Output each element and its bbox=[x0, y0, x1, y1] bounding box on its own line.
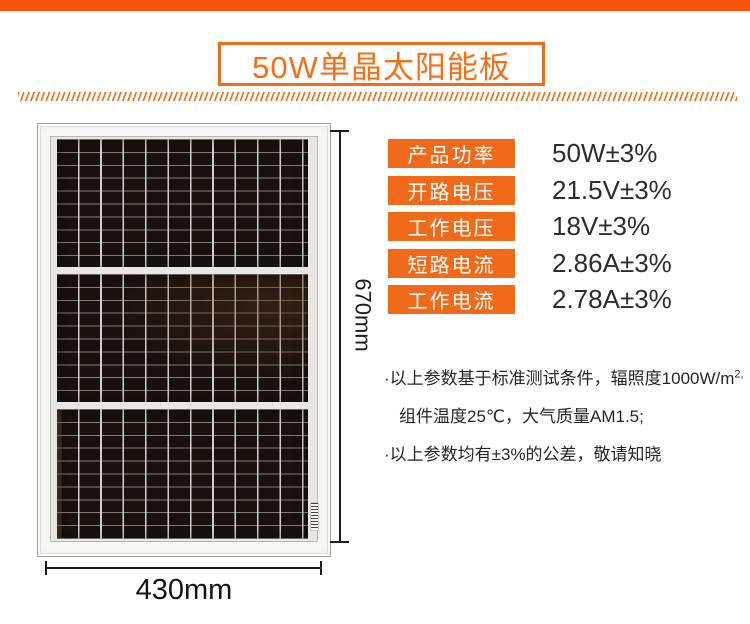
note-line-2: 组件温度25℃，大气质量AM1.5; bbox=[399, 407, 644, 426]
hatch-divider bbox=[18, 92, 737, 101]
spec-row: 产品功率 50W±3% bbox=[388, 138, 745, 168]
page-title: 50W单晶太阳能板 bbox=[252, 49, 511, 85]
spec-row: 短路电流 2.86A±3% bbox=[388, 247, 745, 278]
width-dimension-right-tick bbox=[320, 561, 322, 575]
spec-value: 18V±3% bbox=[552, 211, 651, 241]
spec-label: 开路电压 bbox=[388, 175, 515, 205]
width-dimension-line bbox=[45, 567, 322, 569]
footnotes: ·以上参数基于标准测试条件，辐照度1000W/m2, 组件温度25℃，大气质量A… bbox=[384, 360, 750, 474]
top-accent-bar bbox=[0, 0, 750, 11]
height-dimension-bottom-tick bbox=[330, 541, 349, 543]
height-dimension-top-tick bbox=[330, 130, 349, 132]
solar-cell-section bbox=[57, 274, 308, 402]
spec-row: 工作电流 2.78A±3% bbox=[388, 284, 745, 314]
solar-cell-section bbox=[57, 139, 308, 267]
barcode-sticker bbox=[310, 502, 319, 531]
note-line-1-superscript: 2, bbox=[734, 368, 744, 381]
solar-panel-glass bbox=[50, 136, 318, 542]
height-dimension-line bbox=[339, 131, 341, 543]
note-line-1-text: ·以上参数基于标准测试条件，辐照度1000W/m bbox=[384, 369, 735, 388]
spec-label: 工作电流 bbox=[388, 285, 515, 314]
spec-label: 产品功率 bbox=[388, 139, 515, 168]
spec-label: 工作电压 bbox=[388, 212, 515, 241]
note-line-1: ·以上参数基于标准测试条件，辐照度1000W/m2, bbox=[384, 360, 750, 398]
spec-row: 开路电压 21.5V±3% bbox=[388, 174, 745, 205]
spec-value: 50W±3% bbox=[552, 138, 658, 168]
spec-value: 21.5V±3% bbox=[552, 174, 672, 205]
spec-value: 2.78A±3% bbox=[552, 284, 672, 314]
note-line-3: ·以上参数均有±3%的公差，敬请知晓 bbox=[384, 445, 662, 464]
solar-cell-section bbox=[57, 409, 308, 539]
title-box: 50W单晶太阳能板 bbox=[218, 42, 545, 86]
spec-table: 产品功率 50W±3% 开路电压 21.5V±3% 工作电压 18V±3% 短路… bbox=[388, 138, 745, 322]
width-dimension-left-tick bbox=[45, 561, 47, 575]
solar-panel-image bbox=[37, 123, 331, 557]
spec-value: 2.86A±3% bbox=[552, 247, 672, 278]
width-dimension-label: 430mm bbox=[135, 574, 233, 606]
spec-row: 工作电压 18V±3% bbox=[388, 211, 745, 241]
height-dimension-label: 670mm bbox=[351, 278, 377, 352]
spec-label: 短路电流 bbox=[388, 248, 515, 278]
height-dimension-label-wrap: 670mm bbox=[330, 278, 396, 352]
